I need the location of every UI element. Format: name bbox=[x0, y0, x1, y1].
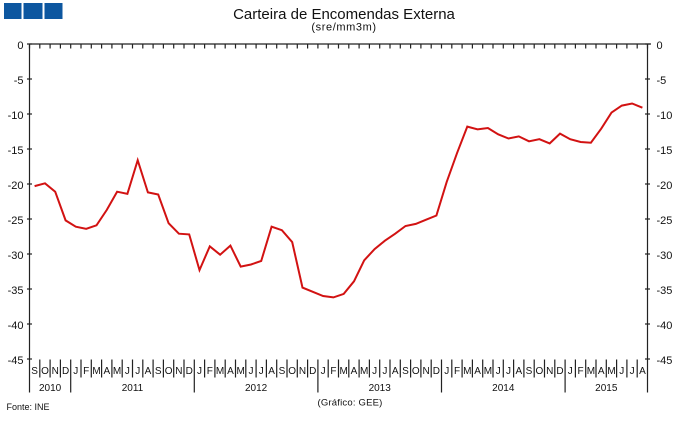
svg-text:A: A bbox=[392, 366, 399, 377]
svg-text:-40: -40 bbox=[657, 320, 673, 332]
svg-text:2011: 2011 bbox=[122, 383, 144, 394]
svg-text:-15: -15 bbox=[8, 145, 24, 157]
svg-text:J: J bbox=[135, 366, 140, 377]
svg-text:M: M bbox=[237, 366, 245, 377]
svg-text:2010: 2010 bbox=[39, 383, 62, 394]
svg-text:M: M bbox=[607, 366, 615, 377]
svg-text:S: S bbox=[279, 366, 286, 377]
svg-text:J: J bbox=[197, 366, 202, 377]
svg-text:N: N bbox=[175, 366, 182, 377]
svg-text:2013: 2013 bbox=[369, 383, 392, 394]
svg-text:S: S bbox=[526, 366, 533, 377]
svg-text:N: N bbox=[422, 366, 429, 377]
svg-text:2015: 2015 bbox=[595, 383, 618, 394]
svg-text:M: M bbox=[340, 366, 348, 377]
svg-text:O: O bbox=[41, 366, 49, 377]
svg-text:A: A bbox=[145, 366, 152, 377]
svg-text:J: J bbox=[382, 366, 387, 377]
svg-text:S: S bbox=[31, 366, 38, 377]
svg-text:D: D bbox=[309, 366, 316, 377]
svg-text:-25: -25 bbox=[8, 215, 24, 227]
svg-text:J: J bbox=[259, 366, 264, 377]
svg-text:F: F bbox=[83, 366, 89, 377]
svg-text:A: A bbox=[598, 366, 605, 377]
svg-text:N: N bbox=[546, 366, 553, 377]
svg-text:-20: -20 bbox=[8, 180, 24, 192]
svg-text:-10: -10 bbox=[657, 110, 673, 122]
svg-text:J: J bbox=[249, 366, 254, 377]
svg-text:M: M bbox=[484, 366, 492, 377]
svg-text:J: J bbox=[506, 366, 511, 377]
svg-text:-15: -15 bbox=[657, 145, 673, 157]
svg-text:2012: 2012 bbox=[245, 383, 268, 394]
svg-text:J: J bbox=[372, 366, 377, 377]
svg-text:M: M bbox=[216, 366, 224, 377]
svg-text:O: O bbox=[288, 366, 296, 377]
svg-text:Carteira de Encomendas Extern: Carteira de Encomendas Externa bbox=[233, 6, 455, 23]
svg-text:-35: -35 bbox=[657, 285, 673, 297]
svg-text:-25: -25 bbox=[657, 215, 673, 227]
svg-text:(sre/mm3m): (sre/mm3m) bbox=[311, 22, 376, 34]
svg-text:A: A bbox=[351, 366, 358, 377]
svg-text:-5: -5 bbox=[657, 75, 667, 87]
svg-text:N: N bbox=[52, 366, 59, 377]
svg-text:M: M bbox=[587, 366, 595, 377]
svg-text:F: F bbox=[330, 366, 336, 377]
svg-text:F: F bbox=[207, 366, 213, 377]
svg-text:J: J bbox=[321, 366, 326, 377]
svg-text:S: S bbox=[402, 366, 409, 377]
svg-text:J: J bbox=[619, 366, 624, 377]
svg-text:M: M bbox=[360, 366, 368, 377]
svg-text:A: A bbox=[515, 366, 522, 377]
svg-text:0: 0 bbox=[657, 40, 663, 52]
svg-text:-35: -35 bbox=[8, 285, 24, 297]
svg-text:D: D bbox=[62, 366, 69, 377]
svg-text:S: S bbox=[155, 366, 162, 377]
svg-text:J: J bbox=[496, 366, 501, 377]
svg-text:J: J bbox=[125, 366, 130, 377]
svg-text:(Gráfico: GEE): (Gráfico: GEE) bbox=[317, 398, 382, 409]
svg-text:-10: -10 bbox=[8, 110, 24, 122]
svg-text:N: N bbox=[299, 366, 306, 377]
svg-text:0: 0 bbox=[17, 40, 23, 52]
svg-text:-20: -20 bbox=[657, 180, 673, 192]
svg-text:O: O bbox=[536, 366, 544, 377]
svg-text:J: J bbox=[73, 366, 78, 377]
svg-text:Fonte: INE: Fonte: INE bbox=[7, 402, 50, 412]
svg-text:F: F bbox=[578, 366, 584, 377]
svg-text:O: O bbox=[412, 366, 420, 377]
svg-text:2014: 2014 bbox=[492, 383, 515, 394]
svg-text:-45: -45 bbox=[657, 355, 673, 367]
svg-text:J: J bbox=[444, 366, 449, 377]
svg-text:J: J bbox=[568, 366, 573, 377]
svg-text:F: F bbox=[454, 366, 460, 377]
svg-text:-40: -40 bbox=[8, 320, 24, 332]
svg-text:M: M bbox=[463, 366, 471, 377]
svg-text:O: O bbox=[165, 366, 173, 377]
svg-text:M: M bbox=[92, 366, 100, 377]
svg-text:M: M bbox=[113, 366, 121, 377]
svg-text:-45: -45 bbox=[8, 355, 24, 367]
svg-text:D: D bbox=[556, 366, 563, 377]
svg-text:D: D bbox=[433, 366, 440, 377]
svg-text:-5: -5 bbox=[14, 75, 24, 87]
svg-text:-30: -30 bbox=[8, 250, 24, 262]
svg-text:D: D bbox=[186, 366, 193, 377]
svg-text:A: A bbox=[474, 366, 481, 377]
svg-text:A: A bbox=[227, 366, 234, 377]
svg-text:J: J bbox=[630, 366, 635, 377]
svg-text:-30: -30 bbox=[657, 250, 673, 262]
svg-text:A: A bbox=[639, 366, 646, 377]
svg-text:A: A bbox=[103, 366, 110, 377]
svg-text:A: A bbox=[268, 366, 275, 377]
